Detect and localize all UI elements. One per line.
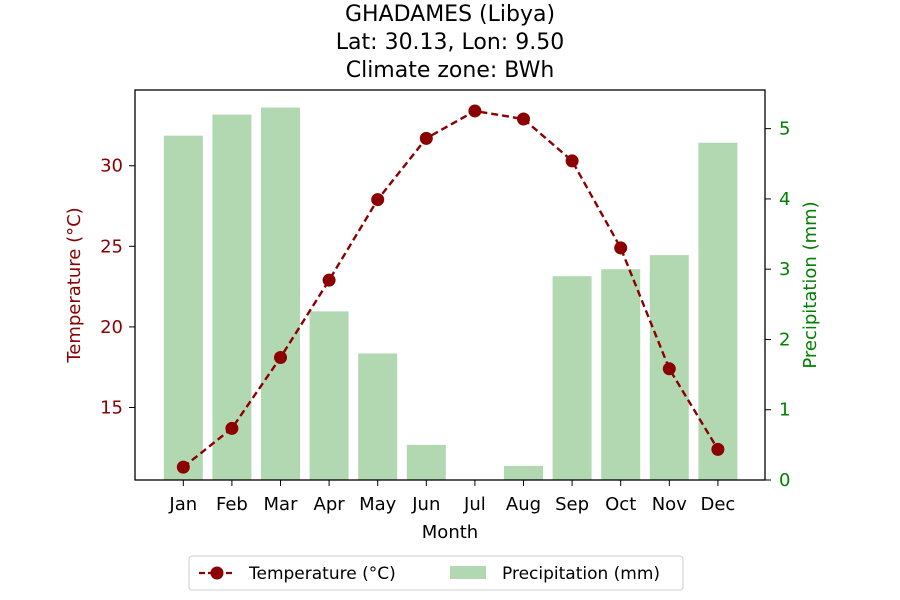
left-y-tick-label-30: 30	[100, 156, 123, 177]
temp-point-feb	[225, 421, 239, 435]
legend-temperature-swatch-marker	[210, 566, 224, 580]
left-y-axis: 15 20 25 30	[100, 156, 135, 418]
x-axis: Jan Feb Mar Apr May Jun Jul Aug Sep Oct Nov Dec	[168, 480, 735, 515]
x-tick-label-nov: Nov	[652, 494, 687, 515]
temp-point-apr	[322, 273, 336, 287]
legend: Temperature (°C) Precipitation (mm)	[188, 555, 684, 591]
right-y-tick-label-5: 5	[779, 119, 790, 140]
temp-point-jan	[176, 460, 190, 474]
temp-point-aug	[517, 112, 530, 126]
right-y-tick-label-4: 4	[779, 189, 790, 210]
legend-precipitation-swatch	[450, 566, 486, 579]
left-y-axis-label: Temperature (°C)	[64, 207, 85, 363]
x-tick-label-apr: Apr	[314, 494, 346, 515]
plot-area-frame	[134, 89, 766, 481]
precip-bar-feb	[212, 114, 252, 480]
precip-bar-sep	[552, 276, 592, 480]
right-y-tick-label-2: 2	[779, 329, 790, 350]
x-tick-label-mar: Mar	[264, 494, 299, 515]
x-tick-label-feb: Feb	[216, 494, 248, 515]
temp-point-jun	[419, 131, 433, 145]
chart-title: GHADAMES (Libya) Lat: 30.13, Lon: 9.50 C…	[336, 2, 564, 83]
x-tick-label-oct: Oct	[605, 494, 636, 515]
temp-point-may	[371, 193, 385, 207]
temp-point-nov	[662, 362, 676, 376]
title-line-3: Climate zone: BWh	[346, 58, 555, 83]
legend-precipitation-label: Precipitation (mm)	[502, 564, 660, 584]
left-y-tick-label-20: 20	[100, 317, 123, 338]
x-tick-label-jan: Jan	[168, 494, 197, 515]
precip-bar-dec	[698, 142, 738, 480]
precip-bar-aug	[504, 465, 543, 480]
precip-bar-jan	[163, 135, 203, 481]
precipitation-bars	[163, 107, 738, 481]
precip-bar-may	[358, 353, 398, 480]
temp-point-oct	[614, 241, 628, 255]
precip-bar-apr	[309, 311, 349, 480]
x-tick-label-may: May	[359, 494, 397, 515]
legend-temperature-label: Temperature (°C)	[248, 564, 396, 584]
temp-point-sep	[565, 154, 579, 168]
precip-bar-oct	[601, 269, 641, 480]
right-y-axis-label: Precipitation (mm)	[800, 201, 821, 368]
temp-point-mar	[274, 351, 287, 365]
temp-point-dec	[711, 442, 725, 456]
temperature-line	[176, 104, 725, 474]
x-axis-label: Month	[422, 522, 478, 543]
title-line-1: GHADAMES (Libya)	[345, 2, 555, 27]
left-y-tick-label-25: 25	[100, 236, 123, 257]
precip-bar-mar	[261, 107, 300, 480]
x-tick-label-dec: Dec	[700, 494, 735, 515]
right-y-tick-label-1: 1	[779, 400, 790, 421]
title-line-2: Lat: 30.13, Lon: 9.50	[336, 30, 564, 55]
x-tick-label-jul: Jul	[463, 494, 486, 515]
x-tick-label-jun: Jun	[411, 494, 440, 515]
temperature-series-line	[182, 109, 719, 469]
right-y-tick-label-0: 0	[779, 470, 790, 491]
right-y-axis: 0 1 2 3 4 5	[765, 119, 790, 491]
x-tick-label-sep: Sep	[555, 494, 589, 515]
temp-point-jul	[468, 104, 482, 118]
legend-frame	[188, 555, 684, 591]
left-y-tick-label-15: 15	[100, 397, 123, 418]
right-y-tick-label-3: 3	[779, 259, 790, 280]
x-tick-label-aug: Aug	[506, 494, 541, 515]
precip-bar-jun	[406, 444, 446, 480]
